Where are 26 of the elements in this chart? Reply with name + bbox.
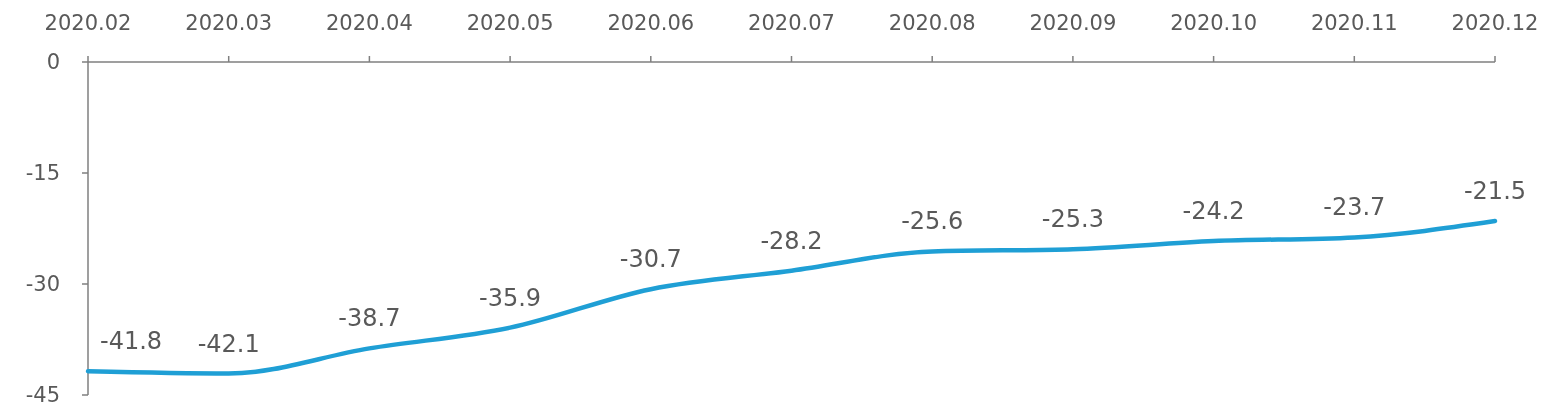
data-label: -30.7	[619, 245, 682, 274]
data-label: -35.9	[479, 283, 542, 312]
data-label: -21.5	[1463, 177, 1527, 206]
data-label: -28.2	[760, 226, 823, 255]
data-label: -38.7	[338, 304, 401, 333]
data-label: -25.3	[1041, 205, 1104, 234]
x-tick-label: 2020.02	[44, 11, 132, 35]
y-tick-label: 0	[46, 50, 60, 75]
data-label: -41.8	[100, 327, 163, 356]
x-tick-label: 2020.07	[748, 11, 835, 35]
x-tick-label: 2020.08	[888, 11, 976, 35]
y-tick-label: -30	[25, 272, 60, 297]
x-tick-label: 2020.10	[1170, 11, 1258, 35]
data-label: -42.1	[197, 329, 260, 358]
x-tick-label: 2020.12	[1451, 11, 1539, 35]
data-label: -24.2	[1182, 197, 1245, 226]
x-tick-label: 2020.04	[325, 11, 413, 35]
x-tick-label: 2020.11	[1310, 11, 1398, 35]
x-tick-label: 2020.06	[607, 11, 695, 35]
data-label: -23.7	[1323, 193, 1386, 222]
x-tick-label: 2020.05	[466, 11, 554, 35]
y-tick-label: -15	[25, 161, 60, 186]
data-label: -25.6	[901, 207, 964, 236]
x-tick-label: 2020.03	[185, 11, 273, 35]
x-tick-label: 2020.09	[1029, 11, 1117, 35]
y-tick-label: -45	[25, 383, 60, 408]
